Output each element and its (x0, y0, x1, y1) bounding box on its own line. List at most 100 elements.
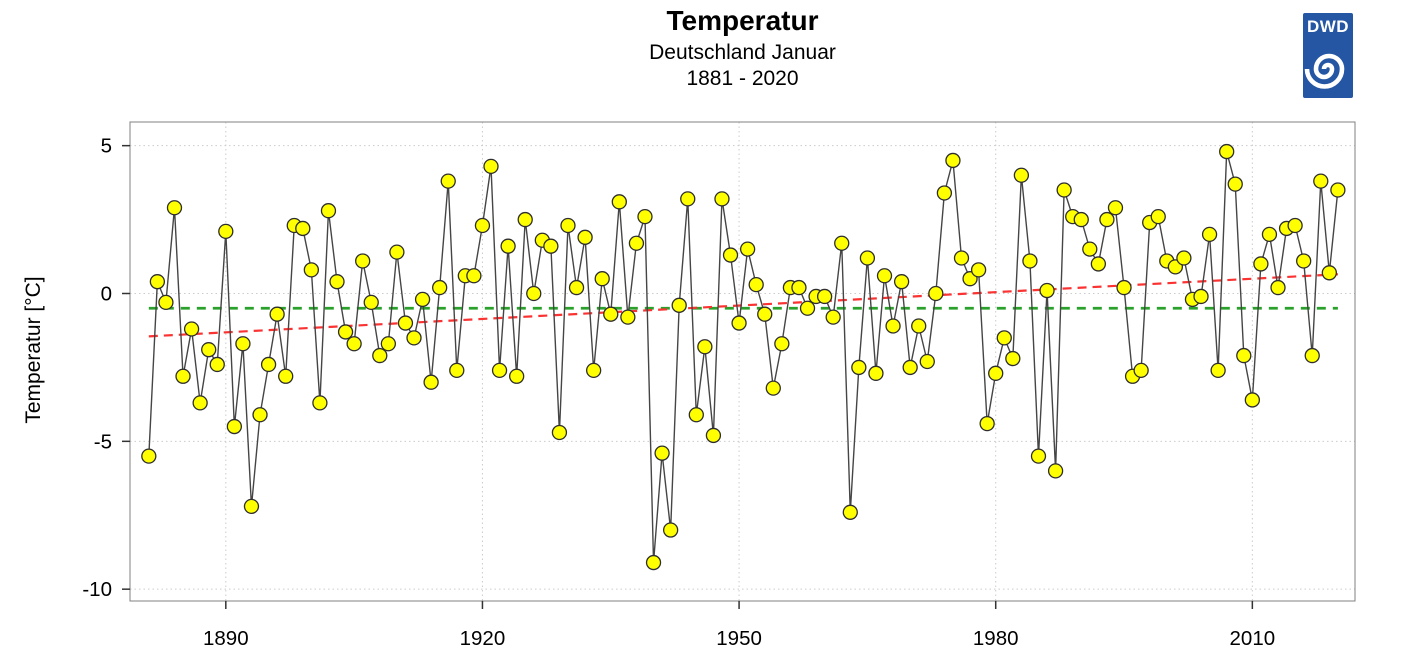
data-point (141, 448, 157, 464)
data-point (1287, 217, 1303, 234)
data-point (594, 271, 610, 287)
data-point (397, 315, 414, 331)
data-point (774, 336, 790, 352)
data-point (739, 241, 756, 257)
x-tick-label: 2010 (1230, 627, 1276, 650)
data-point (1056, 182, 1072, 198)
data-point (346, 336, 362, 352)
data-point (166, 200, 183, 216)
data-point (1219, 143, 1235, 160)
data-point (483, 158, 499, 175)
data-point (423, 374, 439, 390)
data-point (1210, 362, 1226, 379)
data-point (680, 191, 696, 207)
data-point (372, 347, 388, 364)
data-point (560, 217, 576, 234)
data-point (1296, 253, 1312, 269)
data-point (320, 203, 337, 219)
data-point (945, 152, 961, 169)
data-point (414, 291, 431, 308)
data-point (260, 356, 277, 373)
data-point (970, 262, 987, 278)
data-point (876, 268, 893, 284)
data-point (688, 407, 704, 423)
data-point (312, 395, 328, 411)
data-point (491, 362, 508, 379)
data-point (1270, 279, 1286, 296)
data-point (252, 407, 268, 423)
data-point (705, 427, 722, 444)
data-point (218, 223, 234, 240)
x-tick-label: 1980 (973, 627, 1019, 650)
data-point (389, 244, 405, 260)
data-point (1176, 250, 1192, 266)
data-point (953, 250, 970, 266)
data-point (620, 309, 636, 325)
data-point (748, 276, 764, 293)
data-point (586, 362, 602, 379)
x-tick-label: 1950 (716, 627, 762, 650)
data-point (1253, 256, 1269, 272)
data-point (183, 321, 200, 337)
data-point (834, 235, 850, 251)
data-point (466, 268, 482, 284)
data-point (714, 191, 730, 207)
data-point (603, 306, 619, 322)
data-point (1030, 448, 1047, 464)
data-point (628, 235, 645, 251)
data-point (158, 294, 174, 311)
data-point (509, 368, 525, 384)
data-point (928, 285, 944, 302)
data-point (526, 285, 542, 302)
data-point (936, 185, 953, 201)
data-point (731, 315, 747, 331)
data-point (303, 262, 320, 278)
data-point (911, 318, 927, 334)
data-point (269, 306, 285, 322)
data-point (765, 380, 781, 396)
data-point (449, 362, 465, 379)
data-point (902, 359, 918, 376)
y-tick-label: -5 (94, 430, 112, 453)
data-point (1099, 211, 1115, 228)
data-point (1313, 173, 1329, 189)
data-point (893, 274, 910, 290)
data-point (611, 194, 627, 210)
data-point (543, 238, 559, 254)
data-point (517, 211, 533, 228)
data-point (1236, 347, 1252, 364)
data-point (295, 220, 311, 237)
data-point (1116, 279, 1132, 296)
data-point (791, 279, 807, 296)
data-point (654, 445, 670, 461)
data-point (1201, 226, 1218, 243)
data-point (568, 279, 585, 296)
data-point (1039, 282, 1055, 299)
data-point (577, 229, 593, 245)
data-point (1330, 182, 1346, 198)
data-point (1107, 200, 1124, 216)
data-point (1005, 350, 1021, 367)
data-point (697, 339, 713, 355)
data-point (406, 330, 422, 346)
data-point (885, 318, 901, 334)
data-point (209, 356, 225, 373)
data-point (1321, 265, 1337, 281)
data-point (1022, 253, 1038, 269)
dwd-logo: DWD (1303, 13, 1353, 98)
data-point (329, 274, 345, 290)
data-point (1082, 241, 1098, 257)
data-point (996, 330, 1012, 346)
data-point (868, 365, 884, 381)
dwd-spiral-icon (1304, 53, 1345, 89)
data-point (671, 297, 687, 313)
data-point (825, 309, 841, 325)
data-point (226, 418, 243, 435)
data-point (1244, 392, 1260, 408)
data-point (355, 253, 371, 269)
data-point (201, 342, 217, 358)
data-point (919, 353, 935, 370)
data-point (1304, 347, 1320, 364)
x-tick-label: 1920 (460, 627, 506, 650)
